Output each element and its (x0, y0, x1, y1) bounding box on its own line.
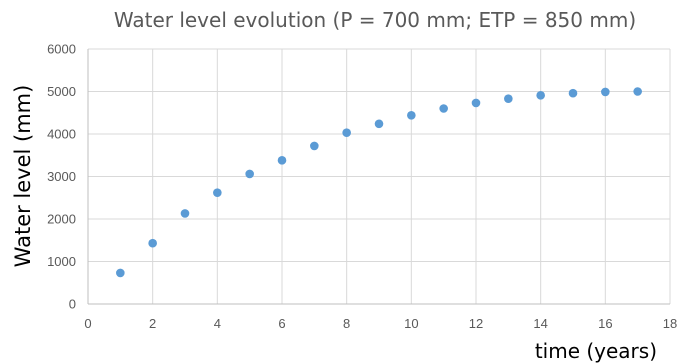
y-tick-label: 6000 (47, 42, 76, 57)
data-point (504, 94, 513, 104)
x-axis-label: time (years) (535, 339, 657, 363)
x-tick-label: 0 (84, 316, 91, 331)
data-point (633, 87, 642, 96)
data-point (471, 98, 481, 108)
y-tick-label: 1000 (47, 254, 76, 269)
y-tick-label: 4000 (47, 127, 76, 142)
x-tick-label: 2 (149, 316, 156, 331)
y-tick-labels: 0 1000 2000 3000 4000 5000 6000 (47, 42, 76, 312)
data-point (568, 88, 578, 98)
data-point (601, 87, 610, 97)
x-tick-label: 6 (278, 316, 285, 331)
x-tick-label: 10 (404, 316, 418, 331)
y-tick-label: 0 (69, 297, 76, 312)
x-tick-label: 14 (533, 316, 547, 331)
data-points (116, 87, 642, 278)
data-point (148, 238, 157, 248)
data-point (310, 141, 319, 151)
y-tick-label: 2000 (47, 212, 76, 227)
y-tick-label: 3000 (47, 169, 76, 184)
x-tick-label: 8 (343, 316, 350, 331)
data-point (374, 119, 384, 129)
chart-title: Water level evolution (P = 700 mm; ETP =… (114, 8, 636, 32)
x-tick-label: 12 (469, 316, 483, 331)
data-point (245, 169, 254, 179)
x-tick-label: 4 (214, 316, 221, 331)
data-point (213, 188, 222, 197)
data-point (407, 111, 416, 120)
data-point (180, 209, 190, 218)
data-point (116, 268, 125, 278)
y-axis-label: Water level (mm) (11, 85, 35, 268)
data-point (277, 156, 287, 165)
data-point (342, 128, 351, 138)
axes (87, 49, 670, 305)
x-tick-label: 18 (663, 316, 677, 331)
y-tick-label: 5000 (47, 84, 76, 99)
grid-lines (88, 48, 671, 304)
data-point (536, 91, 545, 100)
data-point (439, 104, 448, 113)
x-tick-labels: 0 2 4 6 8 10 12 14 16 18 (84, 316, 677, 331)
x-tick-label: 16 (598, 316, 612, 331)
